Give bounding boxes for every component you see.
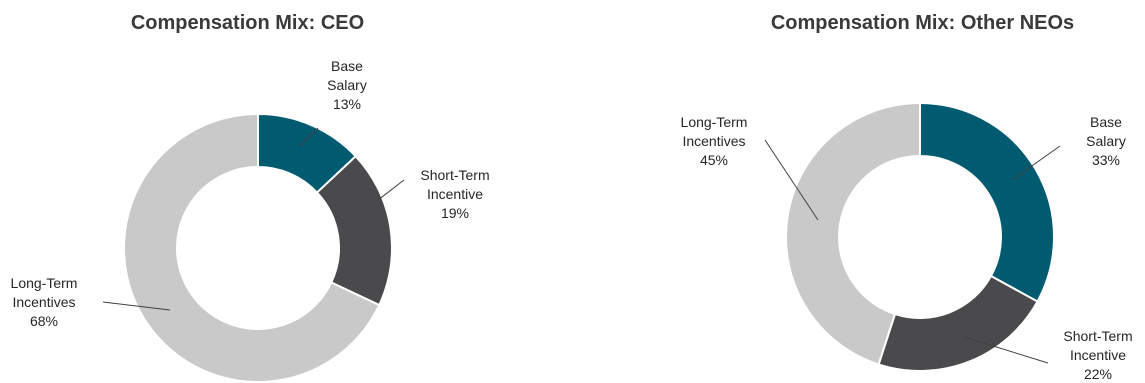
data-label-ceo-base-salary: Base Salary 13%: [327, 58, 367, 112]
leader-line-ceo-base-salary: [299, 127, 319, 147]
data-label-ceo-short-term-incentive: Short-Term Incentive 19%: [420, 167, 489, 221]
data-label-other-neos-long-term-incentives: Long-Term Incentives 45%: [681, 114, 748, 168]
chart-title-other-neos: Compensation Mix: Other NEOs: [770, 12, 1075, 34]
donut-slice-ceo-long-term-incentives: [123, 112, 381, 383]
leader-line-other-neos-base-salary: [1011, 145, 1061, 181]
leader-line-other-neos-short-term-incentive: [963, 336, 1049, 364]
data-label-other-neos-short-term-incentive: Short-Term Incentive 22%: [1063, 328, 1132, 382]
donut-slice-other-neos-base-salary: [919, 101, 1056, 303]
leader-line-ceo-short-term-incentive: [377, 179, 405, 201]
data-label-ceo-long-term-incentives: Long-Term Incentives 68%: [11, 275, 78, 329]
donut-slice-other-neos-short-term-incentive: [877, 274, 1039, 372]
data-label-other-neos-base-salary: Base Salary 33%: [1086, 114, 1126, 168]
donut-slice-other-neos-long-term-incentives: [785, 101, 921, 366]
chart-title-ceo: Compensation Mix: CEO: [130, 12, 365, 34]
leader-line-ceo-long-term-incentives: [102, 301, 171, 311]
leader-line-other-neos-long-term-incentives: [764, 139, 819, 221]
